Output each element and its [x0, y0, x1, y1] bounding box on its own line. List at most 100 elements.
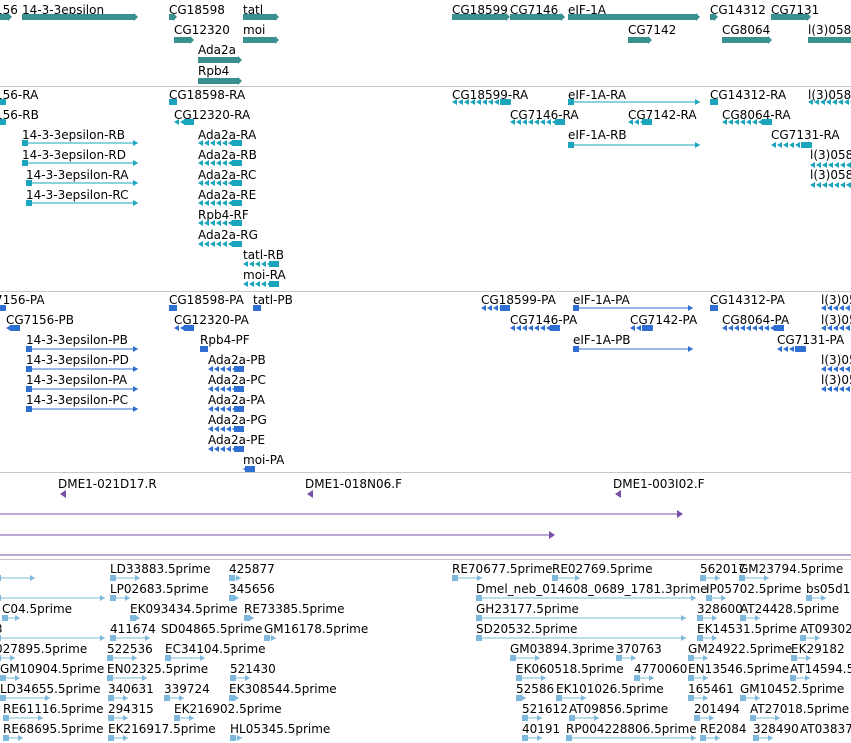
feature-glyph-ada2a-pc[interactable]: [208, 385, 244, 393]
feature-label-339724[interactable]: 339724: [164, 682, 210, 696]
feature-glyph-cg7142-pa[interactable]: [630, 324, 653, 332]
feature-glyph-l-3-05822-rc[interactable]: [810, 181, 851, 189]
feature-label-re2084[interactable]: RE2084: [700, 722, 747, 736]
feature-glyph-156-rb[interactable]: [0, 118, 6, 126]
feature-label-l-3-05822-rc[interactable]: l(3)05822-RC: [810, 168, 851, 182]
feature-glyph-cg12320-pa[interactable]: [174, 324, 194, 332]
feature-label-eif-1a-pb[interactable]: eIF-1A-PB: [573, 333, 631, 347]
feature-label-156-ra[interactable]: 156-RA: [0, 88, 39, 102]
feature-glyph-tatl[interactable]: [243, 13, 279, 21]
feature-label-en02325-5prime[interactable]: EN02325.5prime: [107, 662, 209, 676]
feature-label-at27018-5prime[interactable]: AT27018.5prime: [750, 702, 850, 716]
feature-glyph-ek216902-5prime[interactable]: [108, 714, 128, 722]
feature-label-14-3-3epsilon-pb[interactable]: 14-3-3epsilon-PB: [26, 333, 128, 347]
feature-glyph-l-3-05822-pd[interactable]: [821, 385, 851, 393]
feature-label-eif-1a-ra[interactable]: eIF-1A-RA: [568, 88, 627, 102]
feature-label-cg7146-ra[interactable]: CG7146-RA: [510, 108, 579, 122]
feature-label-cg8064[interactable]: CG8064: [722, 23, 771, 37]
feature-glyph-moi-pa[interactable]: [243, 465, 255, 473]
feature-glyph-at27018-5prime[interactable]: [694, 714, 714, 722]
feature-glyph-at09302[interactable]: [697, 634, 717, 642]
feature-glyph-eif-1a-ra[interactable]: [568, 98, 700, 106]
feature-glyph-156-ra[interactable]: [0, 98, 6, 106]
feature-glyph-moi-ra[interactable]: [243, 280, 279, 288]
feature-glyph-14-3-3epsilon-rc[interactable]: [26, 199, 138, 207]
feature-glyph-cg7142[interactable]: [628, 36, 652, 44]
feature-label-tatl-rb[interactable]: tatl-RB: [243, 248, 284, 262]
feature-glyph-14-3-3epsilon-pa[interactable]: [26, 385, 138, 393]
feature-glyph-at24428-5prime[interactable]: [697, 614, 717, 622]
feature-glyph-ada2a[interactable]: [198, 56, 242, 64]
feature-label-tatl-pb[interactable]: tatl-PB: [253, 293, 293, 307]
feature-label-201494[interactable]: 201494: [694, 702, 740, 716]
feature-label-moi-pa[interactable]: moi-PA: [243, 453, 285, 467]
feature-label-4770060[interactable]: 4770060: [634, 662, 688, 676]
feature-glyph-ld34655-5prime[interactable]: [230, 674, 250, 682]
feature-glyph-370763[interactable]: [510, 654, 540, 662]
feature-glyph-rp004228806-5prime[interactable]: [522, 734, 542, 742]
feature-glyph-re02769-5prime[interactable]: [452, 574, 482, 582]
feature-glyph-ek060518-5prime[interactable]: [791, 654, 811, 662]
feature-glyph-4770060[interactable]: [516, 674, 546, 682]
feature-label-562017[interactable]: 562017: [700, 562, 746, 576]
feature-glyph-sd04865-5prime[interactable]: [0, 634, 105, 642]
feature-glyph-at09856-5prime[interactable]: [522, 714, 542, 722]
feature-glyph-ek308544-5prime[interactable]: [164, 694, 184, 702]
feature-label-lp02683-5prime[interactable]: LP02683.5prime: [110, 582, 209, 596]
feature-glyph-eif-1a-rb[interactable]: [568, 141, 700, 149]
feature-glyph-gm10452-5prime[interactable]: [688, 694, 708, 702]
feature-label-370763[interactable]: 370763: [616, 642, 662, 656]
feature-label-ada2a-rg[interactable]: Ada2a-RG: [198, 228, 258, 242]
feature-glyph-re70677-5prime[interactable]: [230, 734, 242, 742]
feature-glyph-gh23177-5prime[interactable]: [706, 594, 726, 602]
feature-glyph-re68695-5prime[interactable]: [174, 714, 194, 722]
feature-label-l-3-05822-rb[interactable]: l(3)05822-RB: [810, 148, 851, 162]
feature-glyph-ld33883-5prime[interactable]: [0, 574, 35, 582]
feature-label-cg14312-pa[interactable]: CG14312-PA: [710, 293, 785, 307]
feature-label-at09856-5prime[interactable]: AT09856.5prime: [569, 702, 669, 716]
feature-label-cg8064-pa[interactable]: CG8064-PA: [722, 313, 790, 327]
feature-label-ada2a[interactable]: Ada2a: [198, 43, 236, 57]
feature-glyph-40191[interactable]: [750, 714, 780, 722]
feature-label-gm24922-5prime[interactable]: GM24922.5prime: [688, 642, 793, 656]
feature-glyph-ada2a-pe[interactable]: [208, 445, 244, 453]
feature-label-gm16178-5prime[interactable]: GM16178.5prime: [264, 622, 369, 636]
feature-label-re61116-5prime[interactable]: RE61116.5prime: [3, 702, 104, 716]
feature-label-re70677-5prime[interactable]: RE70677.5prime: [452, 562, 553, 576]
feature-label-cg7146[interactable]: CG7146: [510, 3, 559, 17]
feature-glyph-gm24922-5prime[interactable]: [616, 654, 636, 662]
feature-label-l-3-05822[interactable]: l(3)05822: [808, 23, 851, 37]
feature-label-ek101026-5prime[interactable]: EK101026.5prime: [556, 682, 664, 696]
feature-glyph-re61116-5prime[interactable]: [229, 694, 239, 702]
feature-glyph-294315[interactable]: [3, 714, 43, 722]
feature-glyph-tatl-pb[interactable]: [253, 304, 261, 312]
feature-label-ip05702-5prime[interactable]: IP05702.5prime: [706, 582, 802, 596]
feature-glyph-cg14312[interactable]: [710, 13, 718, 21]
feature-glyph-dme1-003i02-f[interactable]: [613, 490, 621, 498]
feature-glyph-clones-4[interactable]: [0, 531, 555, 539]
feature-glyph-rpb4-pf[interactable]: [200, 345, 208, 353]
feature-label-moi[interactable]: moi: [243, 23, 266, 37]
feature-glyph-moi[interactable]: [243, 36, 279, 44]
feature-glyph-gm16178-5prime[interactable]: [110, 634, 150, 642]
feature-glyph-cg7146-ra[interactable]: [510, 118, 565, 126]
feature-glyph-cg12320[interactable]: [174, 36, 194, 44]
feature-glyph-14-3-3epsilon[interactable]: [22, 13, 138, 21]
feature-label-345656[interactable]: 345656: [229, 582, 275, 596]
feature-glyph-14-3-3epsilon-pd[interactable]: [26, 365, 138, 373]
feature-glyph-cg7146[interactable]: [510, 13, 565, 21]
feature-label-dmel-neb-014608-0689-1781-3prime[interactable]: Dmel_neb_014608_0689_1781.3prime: [476, 582, 708, 596]
feature-label-14-3-3epsilon-ra[interactable]: 14-3-3epsilon-RA: [26, 168, 129, 182]
feature-label-at14594-5[interactable]: AT14594.5: [790, 662, 851, 676]
feature-label-ec34104-5prime[interactable]: EC34104.5prime: [165, 642, 266, 656]
feature-glyph-eif-1a[interactable]: [568, 13, 700, 21]
feature-glyph-165461[interactable]: [556, 694, 586, 702]
feature-label-165461[interactable]: 165461: [688, 682, 734, 696]
feature-glyph-gm03894-3prime[interactable]: [800, 634, 820, 642]
feature-glyph-at03837[interactable]: [753, 734, 773, 742]
feature-glyph-dme1-018n06-f[interactable]: [305, 490, 313, 498]
feature-label-ada2a-pg[interactable]: Ada2a-PG: [208, 413, 267, 427]
feature-glyph-sd20532-5prime[interactable]: [740, 614, 760, 622]
feature-glyph-cg14312-ra[interactable]: [710, 98, 718, 106]
feature-label-rpb4[interactable]: Rpb4: [198, 64, 230, 78]
